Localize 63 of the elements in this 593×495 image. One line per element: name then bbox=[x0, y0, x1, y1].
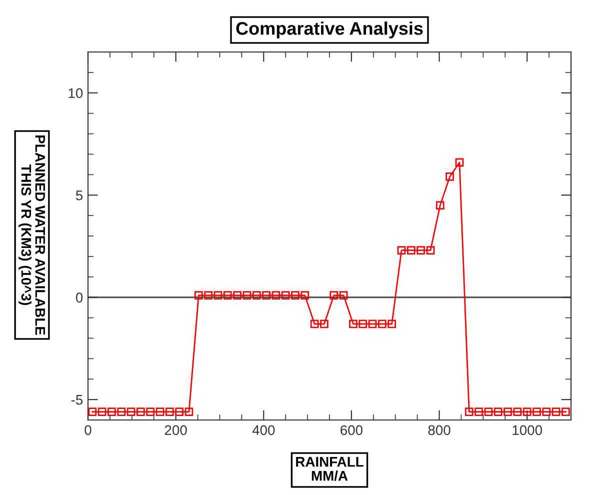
point bbox=[262, 291, 270, 300]
point bbox=[166, 408, 174, 416]
point bbox=[310, 320, 319, 328]
point bbox=[455, 158, 464, 167]
point bbox=[252, 291, 261, 300]
point bbox=[242, 291, 252, 300]
x-axis-title: RAINFALL MM/A bbox=[296, 457, 364, 481]
point bbox=[522, 408, 532, 416]
point bbox=[339, 291, 348, 300]
point bbox=[464, 408, 474, 416]
point bbox=[194, 291, 203, 300]
point bbox=[320, 320, 328, 328]
x-tick-label: 1000 bbox=[512, 425, 542, 436]
point bbox=[494, 408, 502, 416]
x-tick-label: 0 bbox=[84, 425, 92, 436]
point bbox=[349, 320, 358, 328]
x-tick-label: 600 bbox=[340, 425, 362, 436]
point bbox=[446, 172, 454, 181]
point bbox=[474, 408, 483, 416]
point bbox=[407, 246, 416, 254]
point bbox=[204, 291, 212, 300]
point bbox=[108, 408, 116, 416]
point bbox=[175, 408, 184, 416]
point bbox=[156, 408, 164, 416]
point bbox=[281, 291, 290, 300]
y-tick-label: 0 bbox=[76, 292, 83, 303]
chart-title: Comparative Analysis bbox=[236, 22, 423, 38]
point bbox=[513, 408, 522, 416]
y-axis-title: PLANNED WATER AVAILABLE THIS YR (KM3) (10^3) bbox=[18, 135, 45, 335]
point bbox=[184, 408, 194, 416]
point bbox=[233, 291, 242, 300]
point bbox=[117, 408, 126, 416]
point bbox=[562, 408, 570, 416]
point bbox=[542, 408, 551, 416]
point bbox=[416, 246, 425, 254]
point bbox=[146, 408, 155, 416]
point bbox=[426, 246, 435, 254]
point bbox=[552, 408, 560, 416]
point bbox=[330, 291, 338, 300]
x-tick-label: 200 bbox=[164, 425, 187, 436]
point bbox=[291, 291, 300, 300]
point bbox=[98, 408, 106, 416]
point bbox=[126, 408, 136, 416]
y-tick-label: 10 bbox=[68, 88, 83, 98]
point bbox=[88, 408, 97, 416]
point bbox=[436, 201, 444, 210]
point bbox=[504, 408, 512, 416]
point bbox=[484, 408, 493, 416]
point bbox=[532, 408, 541, 416]
point bbox=[358, 320, 368, 328]
point bbox=[272, 291, 280, 300]
x-tick-label: 400 bbox=[252, 425, 275, 436]
point bbox=[136, 408, 145, 416]
x-tick-label: 800 bbox=[428, 425, 450, 436]
y-tick-label: -5 bbox=[71, 395, 83, 405]
y-tick-label: 5 bbox=[76, 190, 83, 200]
point bbox=[378, 320, 386, 328]
point bbox=[223, 291, 232, 300]
point bbox=[388, 320, 396, 328]
point bbox=[368, 320, 377, 328]
point bbox=[214, 291, 222, 300]
point bbox=[397, 246, 406, 254]
point bbox=[300, 291, 310, 300]
